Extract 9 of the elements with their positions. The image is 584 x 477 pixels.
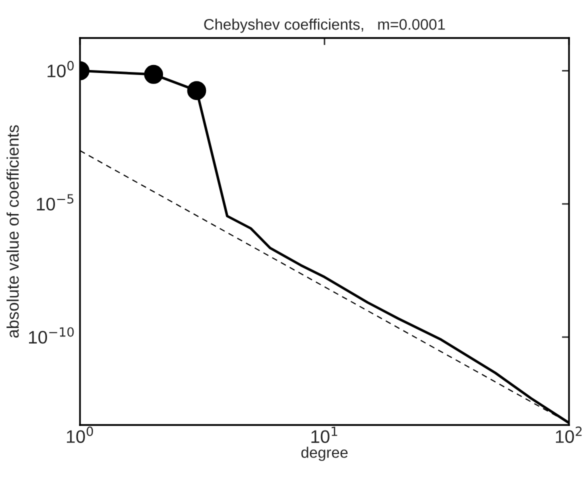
- x-axis-title: degree: [301, 446, 348, 461]
- x-tick-label: 10$^{2}$: [556, 426, 582, 443]
- y-tick-label: 10$^{0}$: [48, 60, 74, 78]
- y-tick-label: 10$^{−10}$: [29, 327, 74, 344]
- x-tick-label: 10$^{1}$: [311, 426, 338, 443]
- x-tick-label: 10$^{0}$: [66, 426, 94, 443]
- y-tick-label: 10$^{−5}$: [36, 194, 74, 211]
- chart-title: Chebyshev coefficients, m=0.0001: [204, 18, 445, 33]
- y-axis-title: absolute value of coefficients: [6, 125, 19, 338]
